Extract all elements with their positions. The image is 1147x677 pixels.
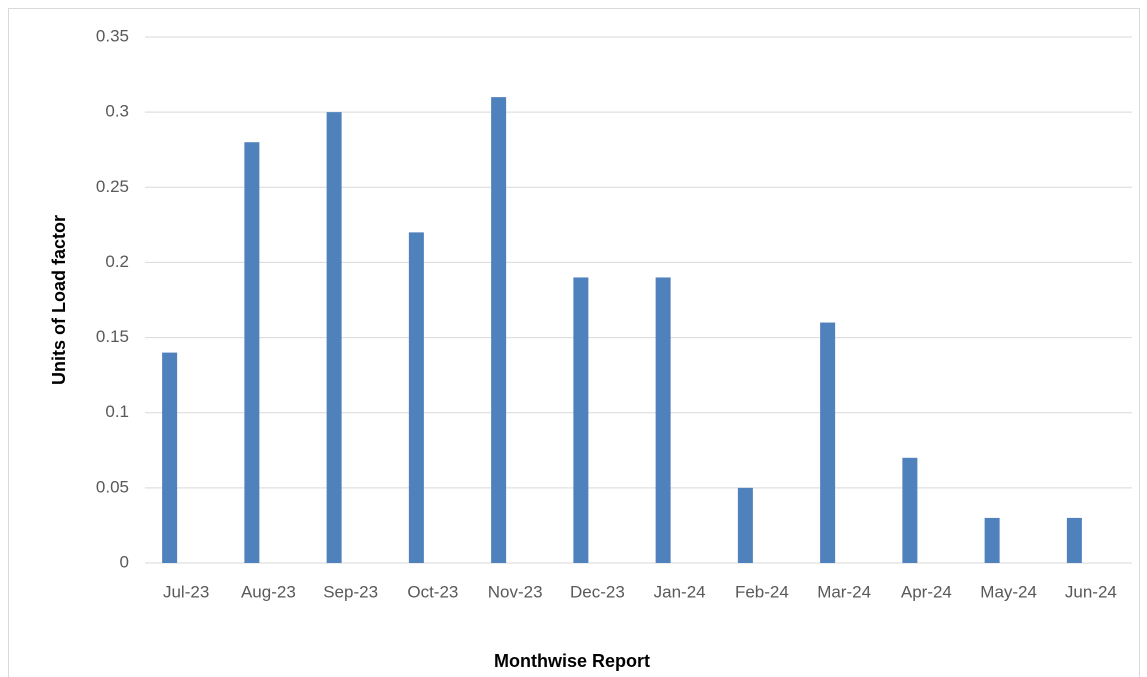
y-tick-label: 0.25 <box>96 177 129 196</box>
bar <box>162 352 178 563</box>
x-axis-title: Monthwise Report <box>494 651 650 671</box>
bar <box>1066 517 1082 563</box>
y-tick-label: 0.3 <box>105 102 129 121</box>
bar <box>326 112 342 564</box>
y-tick-label: 0.05 <box>96 477 129 496</box>
y-tick-label: 0 <box>120 552 129 571</box>
x-tick-label: Dec-23 <box>570 582 625 601</box>
y-tick-label: 0.2 <box>105 252 129 271</box>
chart-border <box>8 8 1140 677</box>
y-tick-label: 0.1 <box>105 402 129 421</box>
bar <box>244 142 260 563</box>
bar <box>655 277 671 563</box>
x-tick-label: Jan-24 <box>654 582 706 601</box>
bar <box>573 277 589 563</box>
x-tick-label: Apr-24 <box>901 582 952 601</box>
bar <box>902 457 918 563</box>
x-tick-label: Jul-23 <box>163 582 209 601</box>
bar <box>820 322 836 563</box>
y-tick-label: 0.35 <box>96 26 129 45</box>
x-tick-label: Sep-23 <box>323 582 378 601</box>
bar <box>984 517 1000 563</box>
x-tick-label: Jun-24 <box>1065 582 1117 601</box>
y-tick-label: 0.15 <box>96 327 129 346</box>
x-tick-label: Aug-23 <box>241 582 296 601</box>
bar <box>491 97 507 563</box>
bar <box>737 487 753 563</box>
y-axis-title: Units of Load factor <box>49 215 69 385</box>
x-tick-label: Feb-24 <box>735 582 789 601</box>
x-tick-label: Mar-24 <box>817 582 871 601</box>
x-tick-label: May-24 <box>980 582 1037 601</box>
x-tick-label: Oct-23 <box>407 582 458 601</box>
x-tick-label: Nov-23 <box>488 582 543 601</box>
bar <box>408 232 424 563</box>
